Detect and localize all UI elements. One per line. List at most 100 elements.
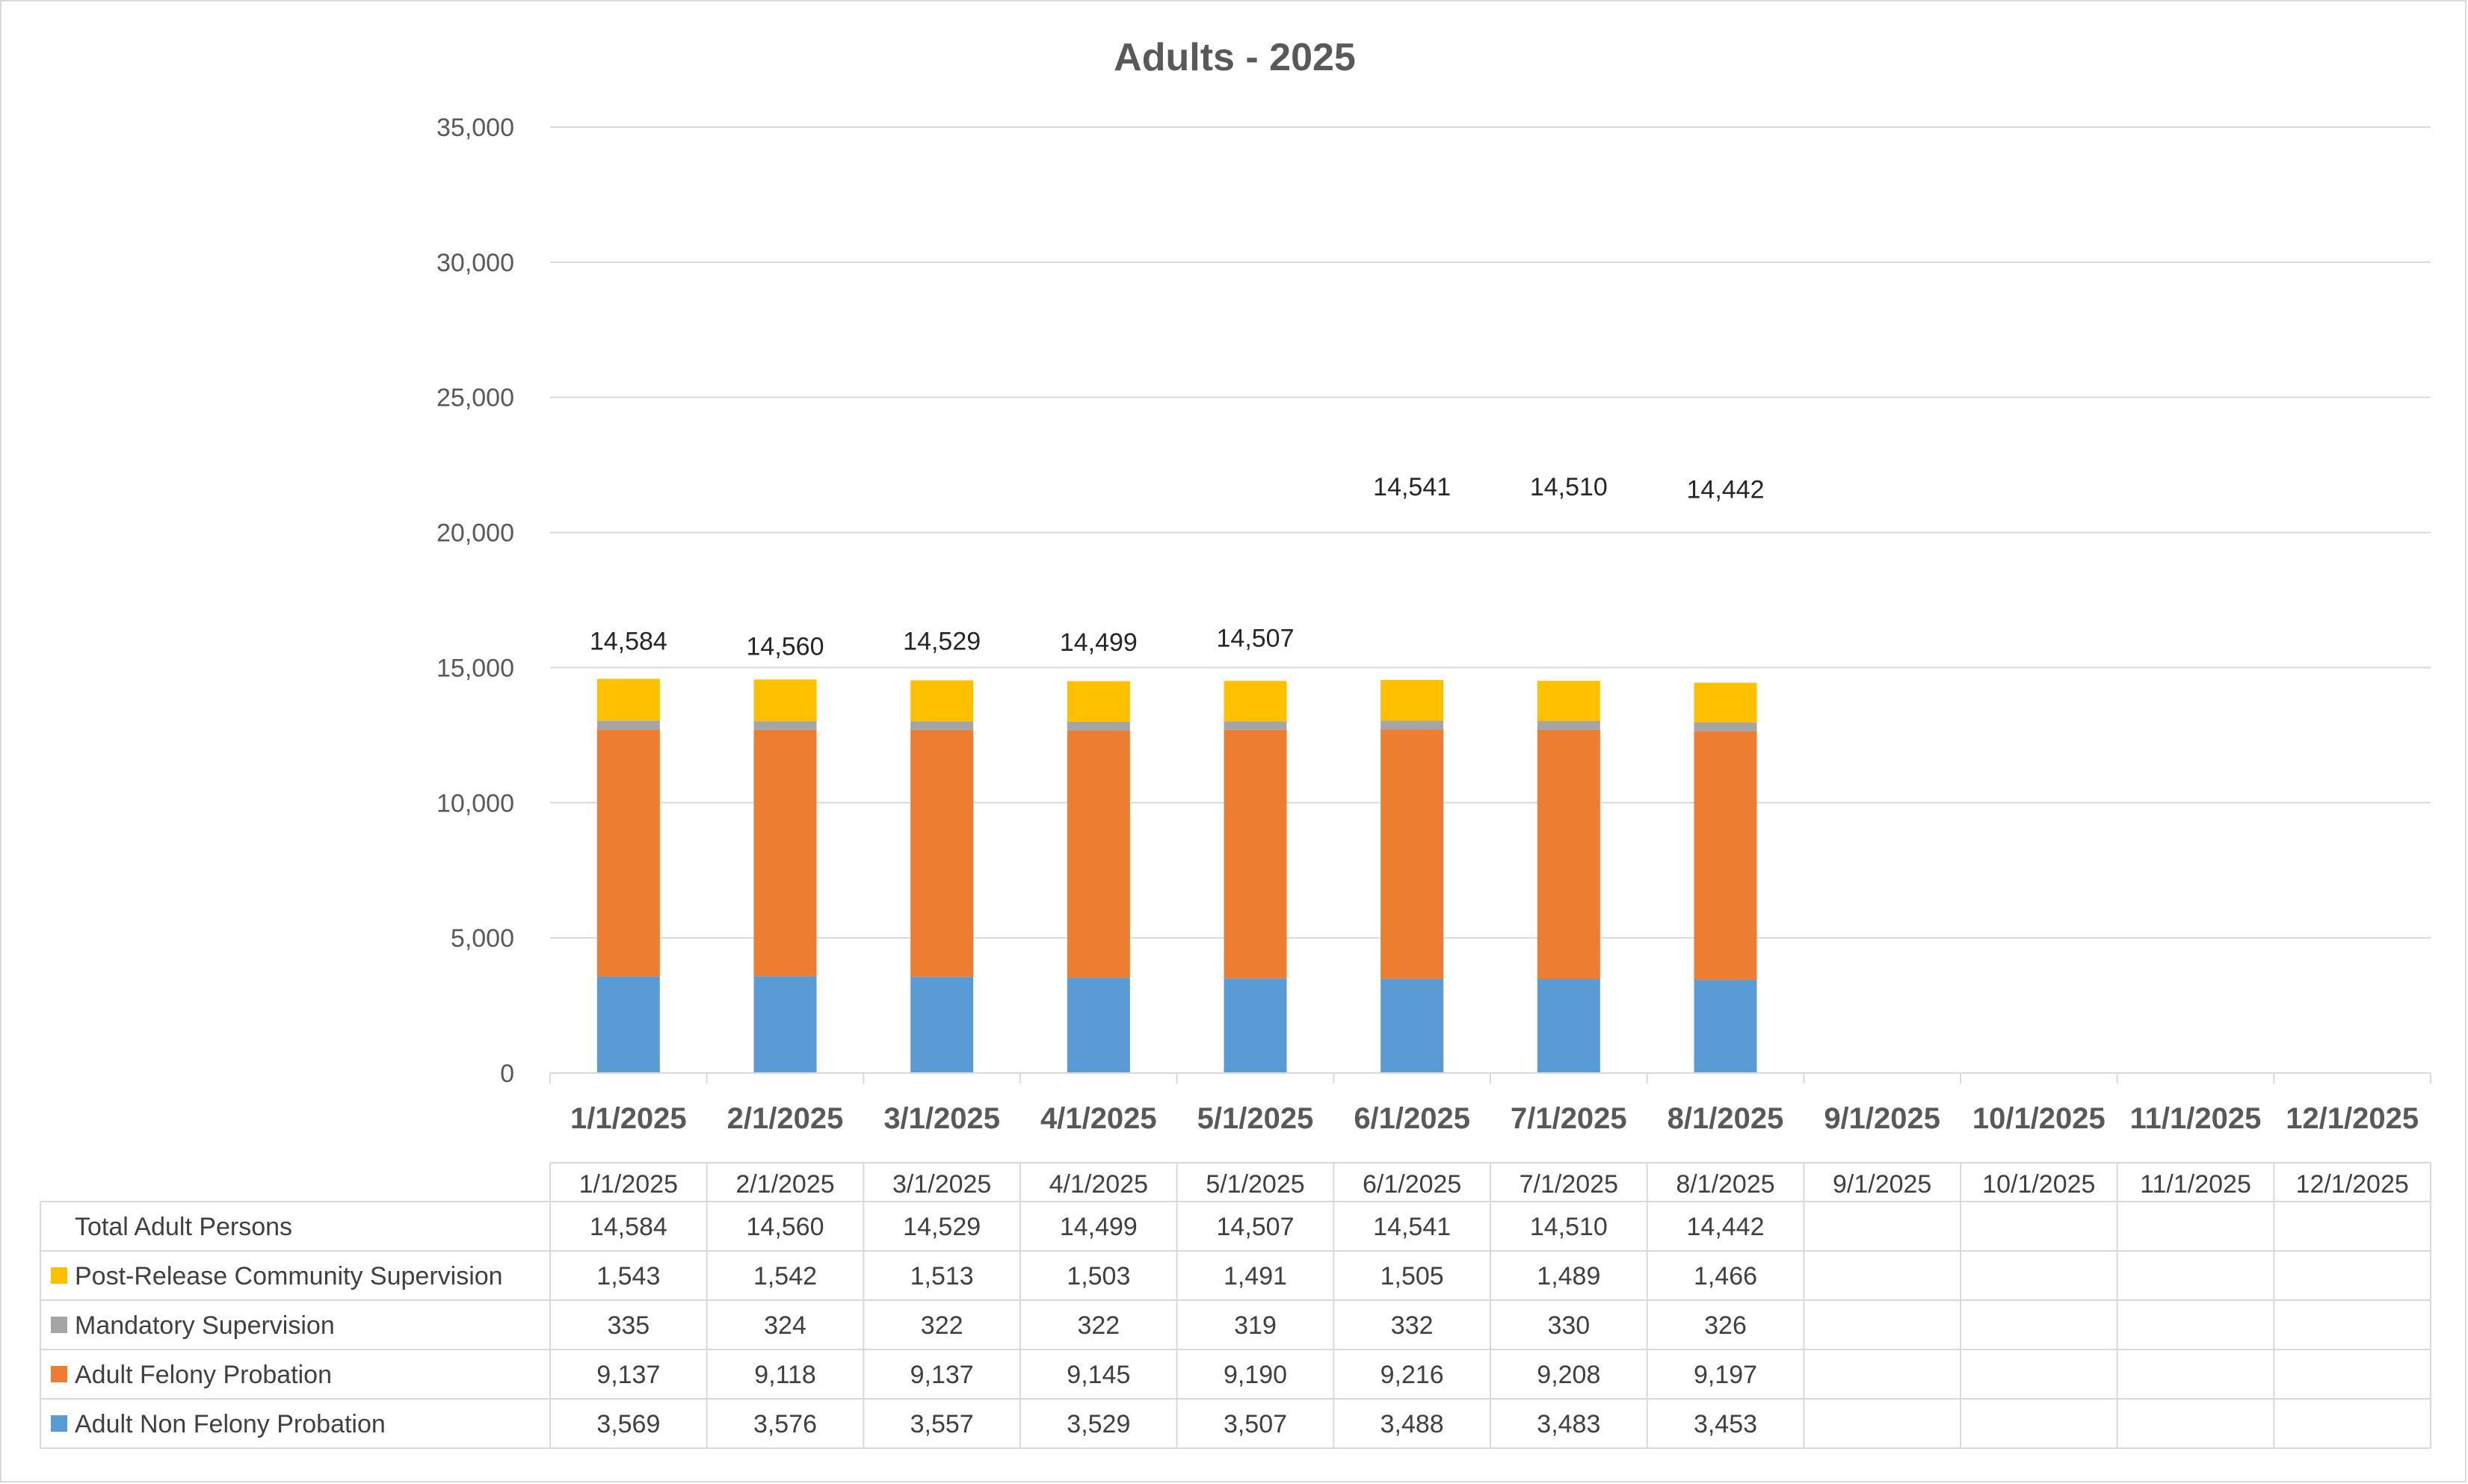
table-row-label: Post-Release Community Supervision (75, 1262, 503, 1290)
table-cell: 9,145 (1067, 1361, 1130, 1389)
table-header-cell: 11/1/2025 (2140, 1170, 2251, 1199)
x-tick-label: 11/1/2025 (2130, 1102, 2262, 1135)
total-data-label: 14,507 (1217, 625, 1295, 653)
bar-segment (596, 976, 660, 1073)
bar-segment (753, 729, 817, 977)
bar-segment (910, 977, 974, 1073)
x-tick-label: 5/1/2025 (1197, 1102, 1314, 1135)
bar-segment (1537, 681, 1600, 722)
y-tick-label: 0 (500, 1060, 514, 1088)
table-header-cell: 9/1/2025 (1833, 1170, 1931, 1199)
bar-segment (753, 679, 817, 722)
bar-segment (910, 721, 974, 730)
x-tick-label: 1/1/2025 (570, 1102, 687, 1135)
table-cell: 14,507 (1217, 1213, 1295, 1241)
bar-segment (1694, 682, 1757, 723)
table-row-label: Adult Felony Probation (75, 1361, 332, 1389)
y-tick-label: 35,000 (436, 114, 514, 142)
bar-series (596, 678, 1757, 1073)
table-header-cell: 2/1/2025 (735, 1170, 834, 1199)
bar-segment (1224, 729, 1287, 979)
x-tick-label: 9/1/2025 (1824, 1102, 1940, 1135)
table-cell: 1,505 (1380, 1262, 1444, 1290)
total-labels: 14,584 14,560 14,529 14,499 14,507 14,541 14,5… (590, 473, 1765, 661)
x-axis: 1/1/2025 2/1/2025 3/1/2025 4/1/2025 5/1/2025… (549, 1072, 2431, 1135)
table-cell: 335 (607, 1311, 650, 1340)
bar-segment (1694, 731, 1757, 980)
table-cell: 330 (1547, 1311, 1590, 1340)
bar-segment (1537, 729, 1600, 980)
table-cell: 3,507 (1224, 1410, 1287, 1438)
bar-segment (1537, 721, 1600, 730)
y-axis-ticks: 0 5,000 10,000 15,000 20,000 25,000 30,000 35,0… (436, 114, 514, 1088)
table-cell: 326 (1704, 1311, 1747, 1340)
bar-segment (1694, 980, 1757, 1073)
table-cell: 14,584 (590, 1213, 667, 1241)
table-cell: 322 (921, 1311, 963, 1340)
x-tick-label: 12/1/2025 (2286, 1102, 2419, 1135)
table-cell: 3,576 (753, 1410, 817, 1438)
bar-segment (1380, 680, 1444, 721)
table-cell: 332 (1391, 1311, 1434, 1340)
y-tick-label: 5,000 (451, 924, 514, 953)
y-tick-label: 25,000 (436, 384, 514, 412)
legend-key (51, 1267, 67, 1284)
gridlines (550, 126, 2431, 1074)
bar-segment (1067, 730, 1130, 978)
y-tick-label: 20,000 (436, 519, 514, 548)
table-cell: 1,489 (1537, 1262, 1600, 1290)
bar-segment (596, 720, 660, 730)
x-tick-label: 7/1/2025 (1511, 1102, 1627, 1135)
table-header-cell: 5/1/2025 (1206, 1170, 1304, 1199)
bar-segment (753, 976, 817, 1073)
table-header-cell: 8/1/2025 (1676, 1170, 1774, 1199)
bar-segment (910, 680, 974, 722)
data-table: 1/1/2025 2/1/2025 3/1/2025 4/1/2025 5/1/2025… (40, 1162, 2431, 1449)
table-cell: 3,488 (1380, 1410, 1444, 1438)
table-header-cell: 12/1/2025 (2296, 1170, 2409, 1199)
table-cell: 1,543 (596, 1262, 660, 1290)
table-header-cell: 3/1/2025 (892, 1170, 991, 1199)
table-cell: 1,542 (753, 1262, 817, 1290)
table-cell: 9,118 (754, 1361, 816, 1389)
bar-segment (1224, 681, 1287, 722)
bar-segment (753, 721, 817, 730)
x-tick-label: 3/1/2025 (883, 1102, 1000, 1135)
table-header-cell: 7/1/2025 (1520, 1170, 1618, 1199)
bar-segment (1067, 681, 1130, 722)
total-data-label: 14,442 (1687, 476, 1765, 504)
table-header-cell: 6/1/2025 (1363, 1170, 1461, 1199)
x-tick-label: 2/1/2025 (727, 1102, 844, 1135)
table-cell: 14,541 (1373, 1213, 1451, 1241)
bar-segment (1380, 720, 1444, 730)
table-cell: 3,529 (1067, 1410, 1130, 1438)
bar-segment (1537, 979, 1600, 1073)
table-cell: 1,466 (1694, 1262, 1757, 1290)
table-cell: 14,510 (1530, 1213, 1608, 1241)
table-cell: 1,503 (1067, 1262, 1130, 1290)
table-cell: 14,499 (1060, 1213, 1138, 1241)
bar-segment (596, 729, 660, 977)
table-cell: 3,557 (910, 1410, 974, 1438)
total-data-label: 14,584 (590, 627, 667, 655)
table-cell: 9,137 (910, 1361, 974, 1389)
table-cell: 319 (1234, 1311, 1277, 1340)
table-cell: 14,529 (903, 1213, 981, 1241)
legend-key (51, 1317, 67, 1333)
y-tick-label: 30,000 (436, 249, 514, 277)
table-cell: 324 (764, 1311, 806, 1340)
table-cell: 1,491 (1224, 1262, 1287, 1290)
bar-segment (1067, 977, 1130, 1073)
x-tick-label: 8/1/2025 (1668, 1102, 1784, 1135)
total-data-label: 14,499 (1060, 628, 1138, 657)
x-tick-label: 10/1/2025 (1972, 1102, 2105, 1135)
bar-segment (1380, 978, 1444, 1073)
total-data-label: 14,529 (903, 627, 981, 655)
bar-segment (1067, 721, 1130, 731)
table-row-label: Mandatory Supervision (75, 1311, 335, 1340)
total-data-label: 14,510 (1530, 473, 1608, 501)
x-tick-label: 6/1/2025 (1354, 1102, 1470, 1135)
legend-key (51, 1415, 67, 1432)
